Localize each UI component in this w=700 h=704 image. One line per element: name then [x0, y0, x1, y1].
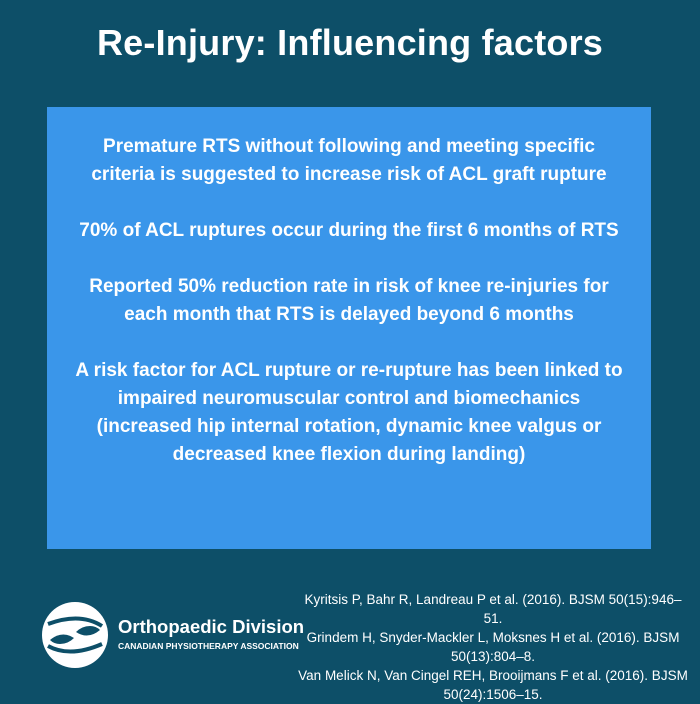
division-logo: Orthopaedic Division CANADIAN PHYSIOTHER…	[40, 600, 304, 670]
point-premature-rts: Premature RTS without following and meet…	[91, 136, 607, 185]
point-reduction-rate: Reported 50% reduction rate in risk of k…	[89, 276, 609, 325]
reference-item: Kyritsis P, Bahr R, Landreau P et al. (2…	[304, 592, 682, 626]
hands-circle-icon	[42, 602, 108, 668]
point-ruptures-first-6-months: 70% of ACL ruptures occur during the fir…	[79, 220, 619, 241]
references: Kyritsis P, Bahr R, Landreau P et al. (2…	[296, 590, 690, 704]
reference-item: Grindem H, Snyder-Mackler L, Moksnes H e…	[306, 630, 680, 664]
reference-item: Van Melick N, Van Cingel REH, Brooijmans…	[298, 668, 688, 702]
logo-subtitle: CANADIAN PHYSIOTHERAPY ASSOCIATION	[118, 641, 299, 651]
logo-name: Orthopaedic Division	[118, 616, 305, 637]
content-panel: Premature RTS without following and meet…	[47, 107, 651, 549]
page-title: Re-Injury: Influencing factors	[96, 22, 604, 63]
point-risk-factor: A risk factor for ACL rupture or re-rupt…	[75, 360, 623, 465]
